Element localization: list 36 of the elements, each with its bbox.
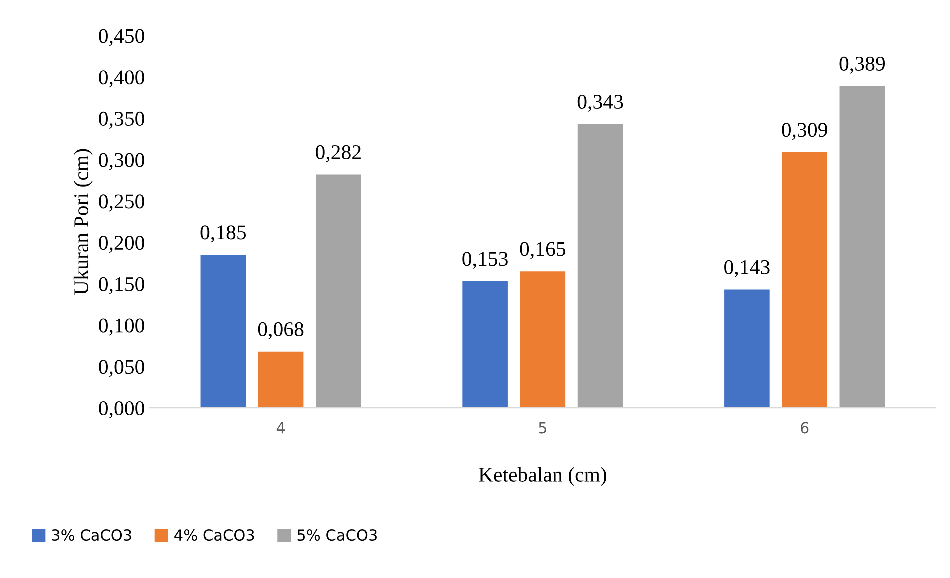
y-tick-label: 0,450 (99, 29, 144, 46)
data-label: 0,185 (200, 226, 246, 243)
data-label: 0,282 (316, 145, 361, 162)
bar (462, 282, 508, 408)
y-tick-label: 0,000 (99, 401, 144, 418)
y-tick-label: 0,250 (99, 194, 144, 212)
x-tick-label: 4 (276, 422, 286, 434)
legend-label: 3% CaCO3 (52, 530, 132, 542)
bar (520, 272, 566, 408)
x-tick-label: 6 (801, 422, 809, 434)
x-axis-title: Ketebalan (cm) (479, 467, 606, 486)
data-label: 0,068 (258, 322, 304, 340)
data-label: 0,343 (578, 94, 624, 112)
y-tick-label: 0,050 (99, 360, 144, 378)
y-tick-label: 0,400 (99, 70, 144, 88)
data-label: 0,389 (840, 56, 886, 74)
bar (840, 86, 886, 408)
y-tick-label: 0,100 (99, 318, 144, 336)
data-label: 0,309 (782, 123, 828, 140)
x-tick-label: 5 (539, 422, 546, 434)
data-label: 0,153 (462, 252, 508, 270)
y-tick-label: 0,150 (99, 277, 144, 294)
legend-label: 4% CaCO3 (174, 530, 254, 542)
y-tick-label: 0,200 (99, 236, 144, 254)
data-label: 0,143 (724, 260, 770, 278)
legend-label: 5% CaCO3 (298, 530, 377, 542)
bar (316, 174, 362, 408)
y-axis-title: Ukuran Pori (cm) (74, 149, 93, 295)
bar (258, 352, 304, 408)
data-label: 0,165 (520, 242, 566, 260)
bar (200, 255, 246, 408)
bar (724, 290, 770, 408)
y-tick-label: 0,300 (99, 153, 144, 170)
y-tick-label: 0,350 (99, 112, 144, 129)
bar (782, 152, 828, 408)
bar (578, 124, 624, 408)
